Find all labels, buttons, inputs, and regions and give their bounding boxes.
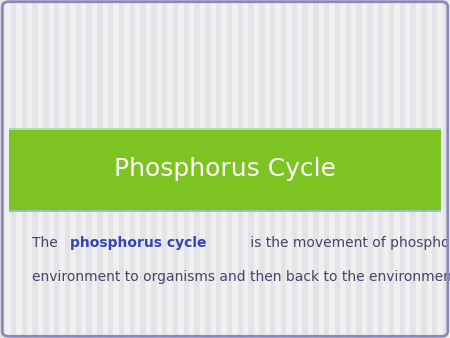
Bar [378,0,383,338]
Bar [65,0,70,338]
Bar [259,0,265,338]
Text: environment to organisms and then back to the environment.: environment to organisms and then back t… [32,270,450,284]
Bar [302,0,308,338]
Bar [346,0,351,338]
Bar [194,0,200,338]
Bar [238,0,243,338]
Bar [335,0,340,338]
Bar [140,0,146,338]
Bar [162,0,167,338]
Bar [313,0,319,338]
Bar [43,0,49,338]
Text: phosphorus cycle: phosphorus cycle [70,236,207,250]
Text: The: The [32,236,62,250]
Bar [76,0,81,338]
Bar [11,0,16,338]
Bar [292,0,297,338]
Bar [227,0,232,338]
Bar [97,0,103,338]
Bar [9,128,441,130]
Text: is the movement of phosphorus from the: is the movement of phosphorus from the [247,236,450,250]
Bar [248,0,254,338]
Bar [9,210,441,212]
Bar [86,0,92,338]
Bar [173,0,178,338]
Bar [205,0,211,338]
Bar [119,0,124,338]
Bar [9,128,441,210]
Bar [130,0,135,338]
Bar [389,0,394,338]
Bar [410,0,416,338]
Bar [400,0,405,338]
Bar [32,0,38,338]
Bar [432,0,437,338]
Bar [421,0,427,338]
Bar [184,0,189,338]
Bar [108,0,113,338]
Bar [367,0,373,338]
Bar [443,0,448,338]
Bar [54,0,59,338]
Bar [22,0,27,338]
Bar [324,0,329,338]
Text: Phosphorus Cycle: Phosphorus Cycle [114,157,336,181]
Bar [270,0,275,338]
Bar [151,0,157,338]
Bar [0,0,5,338]
Bar [216,0,221,338]
Bar [356,0,362,338]
Bar [281,0,286,338]
